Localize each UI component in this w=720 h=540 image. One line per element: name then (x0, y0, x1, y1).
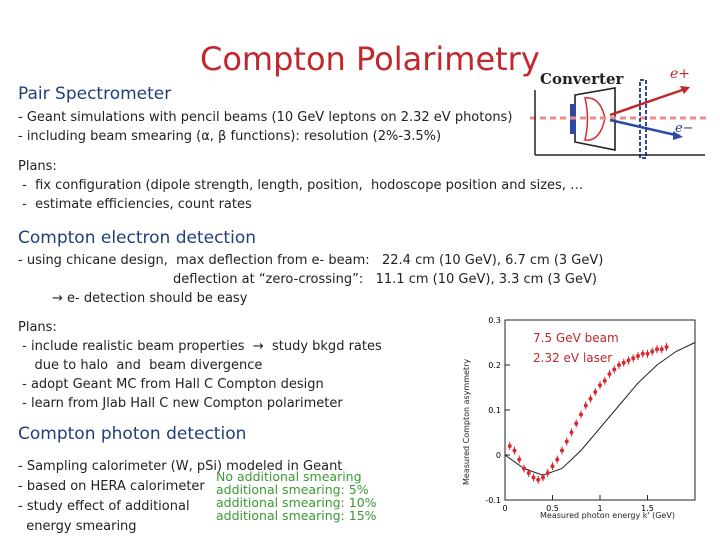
legend-entry-3: additional smearing: 10% (216, 495, 377, 510)
x-tick-label: 0.5 (546, 504, 559, 513)
x-tick-label: 1 (597, 504, 602, 513)
data-point (664, 345, 669, 349)
data-point (512, 448, 517, 453)
y-tick-label: 0.1 (488, 406, 501, 415)
data-point (612, 367, 617, 372)
data-point (522, 466, 526, 471)
positron-label: e+ (670, 66, 690, 82)
electron-line-3: → e- detection should be easy (52, 291, 248, 306)
pair-plans-label: Plans: (18, 159, 57, 174)
data-point (579, 412, 583, 417)
pair-spectrometer-text: - Geant simulations with pencil beams (1… (18, 108, 512, 146)
photon-line-1: - Sampling calorimeter (W, pSi) modeled … (18, 459, 343, 474)
y-tick-label: 0.2 (488, 361, 501, 370)
electron-detection-heading: Compton electron detection (18, 228, 256, 248)
data-point (507, 444, 512, 448)
data-point (541, 475, 545, 480)
data-point (564, 439, 569, 444)
data-point (617, 363, 621, 367)
data-point (545, 471, 550, 475)
data-point (588, 396, 593, 401)
hodoscope (639, 79, 647, 159)
data-point (655, 347, 659, 352)
electron-plans: Plans: - include realistic beam properti… (18, 318, 382, 413)
pair-line-2: - including beam smearing (α, β function… (18, 129, 442, 144)
data-point (631, 356, 636, 361)
data-point (659, 347, 664, 352)
legend-entry-4: additional smearing: 15% (216, 508, 377, 523)
photon-line-3: - study effect of additional (18, 499, 190, 514)
data-point (555, 457, 560, 462)
electron-plan-2: due to halo and beam divergence (18, 358, 263, 373)
chart-annotation-laser: 2.32 eV laser (533, 351, 612, 365)
data-point (517, 457, 522, 462)
data-point (531, 475, 536, 480)
legend-entry-1: No additional smearing (216, 469, 362, 484)
bend-region (584, 97, 606, 141)
data-point (526, 471, 531, 475)
x-tick-label: 0 (502, 504, 507, 513)
y-axis-label: Measured Compton asymmetry (462, 359, 471, 485)
asymmetry-chart: -0.100.10.20.30 0.5 1 1.5 Measured photon e… (462, 316, 696, 520)
legend-entry-2: additional smearing: 5% (216, 482, 369, 497)
data-point (574, 421, 579, 426)
data-points (507, 343, 669, 484)
page-title: Compton Polarimetry (200, 40, 540, 78)
data-point (626, 358, 631, 363)
photon-detection-text: - Sampling calorimeter (W, pSi) modeled … (18, 457, 342, 537)
positron-arrow (680, 86, 690, 94)
y-tick-label: -0.1 (485, 496, 501, 505)
data-point (560, 448, 564, 453)
electron-plan-1: - include realistic beam properties → st… (18, 339, 382, 354)
axis-ticks: -0.100.10.20.30 0.5 1 1.5 (485, 316, 653, 513)
pair-spectrometer-heading: Pair Spectrometer (18, 84, 172, 104)
data-point (583, 403, 588, 408)
data-point (621, 360, 626, 365)
electron-detection-text: - using chicane design, max deflection f… (18, 251, 603, 308)
pair-line-1: - Geant simulations with pencil beams (1… (18, 110, 513, 125)
x-axis-label: Measured photon energy k' (GeV) (540, 511, 675, 520)
data-point (598, 383, 602, 388)
data-point (602, 378, 607, 383)
y-tick-label: 0.3 (488, 316, 501, 325)
pair-plans: Plans: - fix configuration (dipole stren… (18, 157, 583, 214)
theory-curve-line (504, 342, 696, 476)
smearing-legend: No additional smearing additional smeari… (216, 470, 377, 522)
electron-line-1: - using chicane design, max deflection f… (18, 253, 604, 268)
x-tick-label: 1.5 (641, 504, 654, 513)
data-point (636, 354, 640, 358)
electron-plan-4: - learn from Jlab Hall C new Compton pol… (18, 396, 343, 411)
theory-curve (504, 342, 696, 476)
data-point (569, 430, 574, 435)
y-tick-label: 0 (496, 451, 501, 460)
electron-line-2: deflection at “zero-crossing”: 11.1 cm (… (173, 272, 597, 287)
data-point (650, 349, 655, 354)
photon-line-2: - based on HERA calorimeter (18, 479, 205, 494)
photon-line-4: energy smearing (18, 519, 137, 534)
data-point (645, 351, 650, 356)
electron-label: e− (675, 121, 694, 136)
pair-plan-2: - estimate efficiencies, count rates (18, 197, 252, 212)
chart-annotation-beam: 7.5 GeV beam (533, 331, 619, 345)
positron-track (609, 86, 689, 117)
data-point (593, 390, 598, 394)
electron-plans-label: Plans: (18, 320, 57, 335)
pair-plan-1: - fix configuration (dipole strength, le… (18, 178, 584, 193)
electron-arrow (673, 131, 683, 140)
data-point (607, 372, 612, 376)
photon-detection-heading: Compton photon detection (18, 424, 247, 444)
data-point (640, 351, 645, 356)
data-point (536, 477, 541, 482)
electron-plan-3: - adopt Geant MC from Hall C Compton des… (18, 377, 324, 392)
data-point (550, 464, 555, 469)
electron-track (609, 118, 681, 138)
converter-label: Converter (540, 70, 624, 88)
converter-diagram: Converter e+ e− (530, 66, 710, 159)
